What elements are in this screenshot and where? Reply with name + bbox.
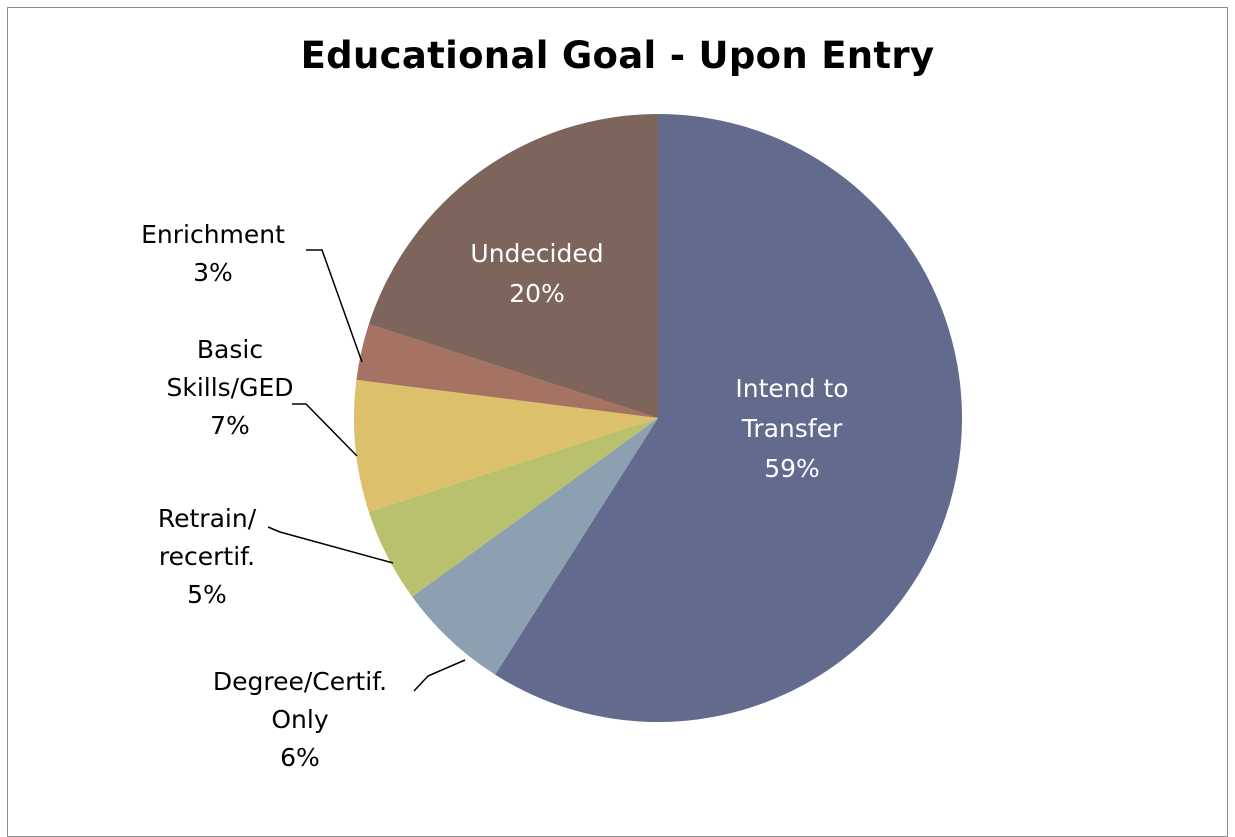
pie-slice-enrichment <box>356 324 658 418</box>
pie-slice-intend-to-transfer <box>495 114 962 722</box>
leader-line-retrain-recertif <box>267 526 394 564</box>
pie-slice-basic-skills-ged <box>354 379 658 512</box>
data-label-intend-to-transfer: Intend to Transfer 59% <box>735 374 848 483</box>
leader-line-degree-certif-only <box>413 659 466 692</box>
pie-slice-retrain-recertif <box>368 418 658 597</box>
data-label-retrain-recertif: Retrain/recertif. 5% <box>158 504 257 609</box>
leader-line-basic-skills-ged <box>292 403 358 457</box>
data-label-degree-certif-only: Degree/Certif. Only 6% <box>213 667 387 772</box>
pie-slice-undecided <box>368 114 658 418</box>
leader-line-enrichment <box>306 249 363 363</box>
pie-chart: Intend to Transfer 59% Degree/Certif. Only 6%… <box>141 114 962 772</box>
chart-title: Educational Goal - Upon Entry <box>300 34 935 77</box>
pie-slice-degree-certif-only <box>412 418 658 675</box>
data-label-enrichment: Enrichment 3% <box>141 220 285 287</box>
data-label-basic-skills-ged: Basic Skills/GED 7% <box>166 335 293 440</box>
data-label-undecided: Undecided 20% <box>470 239 603 308</box>
